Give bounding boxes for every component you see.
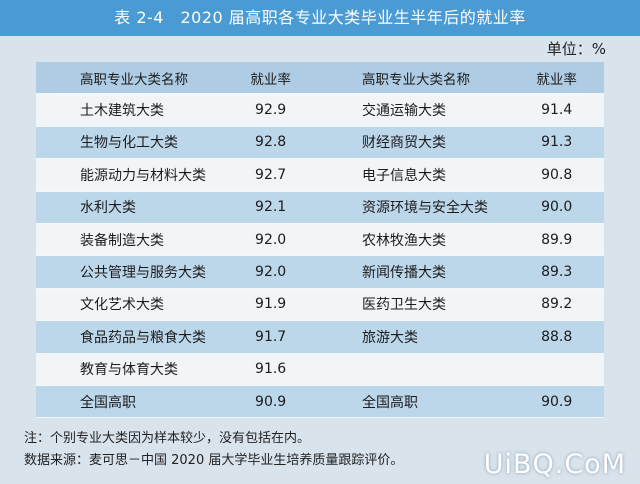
note-text: 注：个别专业大类因为样本较少，没有包括在内。 <box>24 431 311 446</box>
header-left-name: 高职专业大类名称 <box>36 62 224 95</box>
left-rate-cell: 91.7 <box>223 320 318 354</box>
left-name-cell: 食品药品与粮食大类 <box>36 320 224 354</box>
left-rate-cell: 92.0 <box>223 223 318 257</box>
table-row: 生物与化工大类 92.8 财经商贸大类 91.3 <box>36 126 604 160</box>
right-rate-cell: 89.2 <box>509 288 604 322</box>
right-name-cell: 农林牧渔大类 <box>317 223 510 257</box>
table-row: 食品药品与粮食大类 91.7 旅游大类 88.8 <box>36 320 604 354</box>
table-row: 装备制造大类 92.0 农林牧渔大类 89.9 <box>36 223 604 257</box>
right-rate-cell: 91.3 <box>509 126 604 160</box>
header-right-name: 高职专业大类名称 <box>317 62 510 95</box>
table-notes: 注：个别专业大类因为样本较少，没有包括在内。 数据来源：麦可思－中国 2020 … <box>24 428 403 472</box>
right-rate-cell: 89.3 <box>509 255 604 289</box>
header-right-rate: 就业率 <box>509 62 604 95</box>
right-name-cell: 全国高职 <box>317 385 510 419</box>
left-rate-cell: 92.9 <box>223 93 318 127</box>
right-name-cell <box>317 353 510 386</box>
right-rate-cell: 90.8 <box>509 158 604 192</box>
right-name-cell: 资源环境与安全大类 <box>317 191 510 224</box>
right-rate-cell <box>509 353 604 386</box>
source-text: 数据来源：麦可思－中国 2020 届大学毕业生培养质量跟踪评价。 <box>24 453 404 468</box>
table-row: 能源动力与材料大类 92.7 电子信息大类 90.8 <box>36 158 604 192</box>
table-title: 表 2-4 2020 届高职各专业大类毕业生半年后的就业率 <box>0 0 640 36</box>
watermark: UiBQ.CoM <box>483 449 626 480</box>
table-row: 文化艺术大类 91.9 医药卫生大类 89.2 <box>36 288 604 322</box>
header-left-rate: 就业率 <box>223 62 318 95</box>
right-name-cell: 交通运输大类 <box>317 93 510 127</box>
right-name-cell: 财经商贸大类 <box>317 126 510 160</box>
right-rate-cell: 88.8 <box>509 320 604 354</box>
right-rate-cell: 90.0 <box>509 191 604 224</box>
employment-rate-table: 高职专业大类名称 就业率 高职专业大类名称 就业率 土木建筑大类 92.9 交通… <box>36 62 604 419</box>
left-rate-cell: 92.0 <box>223 255 318 289</box>
left-name-cell: 公共管理与服务大类 <box>36 255 224 289</box>
left-name-cell: 生物与化工大类 <box>36 126 224 160</box>
right-rate-cell: 89.9 <box>509 223 604 257</box>
left-name-cell: 文化艺术大类 <box>36 288 224 322</box>
left-name-cell: 能源动力与材料大类 <box>36 158 224 192</box>
left-rate-cell: 92.1 <box>223 191 318 224</box>
right-name-cell: 旅游大类 <box>317 320 510 354</box>
left-name-cell: 全国高职 <box>36 385 224 419</box>
table-header-row: 高职专业大类名称 就业率 高职专业大类名称 就业率 <box>36 62 604 95</box>
right-rate-cell: 90.9 <box>509 385 604 419</box>
right-rate-cell: 91.4 <box>509 93 604 127</box>
unit-label: 单位：% <box>546 40 606 58</box>
left-rate-cell: 91.6 <box>223 353 318 386</box>
right-name-cell: 电子信息大类 <box>317 158 510 192</box>
table-row: 公共管理与服务大类 92.0 新闻传播大类 89.3 <box>36 255 604 289</box>
left-name-cell: 教育与体育大类 <box>36 353 224 386</box>
right-name-cell: 新闻传播大类 <box>317 255 510 289</box>
left-rate-cell: 91.9 <box>223 288 318 322</box>
table-row: 全国高职 90.9 全国高职 90.9 <box>36 385 604 419</box>
left-rate-cell: 92.8 <box>223 126 318 160</box>
right-name-cell: 医药卫生大类 <box>317 288 510 322</box>
left-rate-cell: 90.9 <box>223 385 318 419</box>
left-name-cell: 装备制造大类 <box>36 223 224 257</box>
table-row: 土木建筑大类 92.9 交通运输大类 91.4 <box>36 93 604 127</box>
table-row: 教育与体育大类 91.6 <box>36 353 604 386</box>
table-row: 水利大类 92.1 资源环境与安全大类 90.0 <box>36 191 604 224</box>
left-name-cell: 土木建筑大类 <box>36 93 224 127</box>
left-name-cell: 水利大类 <box>36 191 224 224</box>
left-rate-cell: 92.7 <box>223 158 318 192</box>
